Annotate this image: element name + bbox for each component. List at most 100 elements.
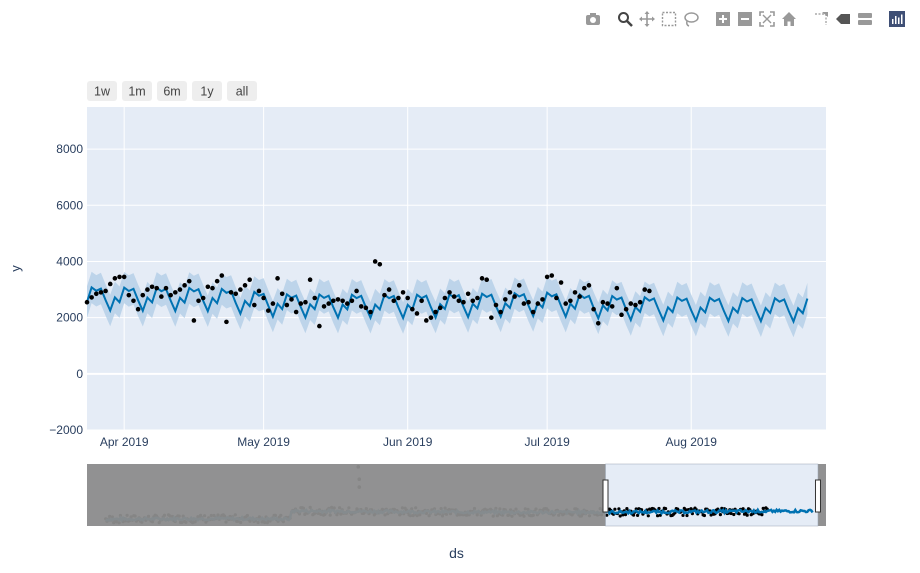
observed-point: [98, 290, 104, 295]
observed-point: [228, 290, 234, 295]
observed-point: [224, 319, 229, 325]
observed-point: [614, 285, 620, 291]
plotly-logo-button[interactable]: [888, 10, 906, 28]
observed-point: [89, 295, 94, 300]
reset-axes-button[interactable]: [780, 10, 798, 28]
overview-point: [625, 507, 629, 511]
lasso-select-button[interactable]: [682, 10, 700, 28]
range-button-1y[interactable]: 1y: [192, 81, 222, 101]
plot-area[interactable]: [87, 107, 826, 430]
observed-point: [521, 301, 527, 306]
observed-point: [279, 291, 285, 297]
observed-point: [484, 277, 490, 283]
hover-closest-icon: [836, 14, 850, 24]
zoom-button[interactable]: [616, 10, 634, 28]
range-button-label[interactable]: all: [236, 85, 249, 99]
observed-point: [205, 284, 211, 290]
observed-point: [396, 295, 401, 301]
reset-axes-icon: [782, 12, 796, 26]
observed-point: [173, 290, 178, 295]
box-select-button[interactable]: [660, 10, 678, 28]
observed-point: [326, 301, 331, 306]
observed-point: [238, 287, 243, 292]
overview-point: [741, 507, 745, 511]
overview-point: [732, 512, 736, 517]
observed-point: [391, 298, 397, 304]
observed-points: [84, 259, 652, 329]
observed-point: [126, 292, 132, 298]
hover-closest-button[interactable]: [834, 10, 852, 28]
overview-point: [623, 513, 628, 517]
observed-point: [507, 290, 513, 295]
range-button-bg[interactable]: [157, 81, 187, 101]
camera-icon: [586, 13, 600, 25]
range-button-label[interactable]: 1w: [94, 85, 111, 99]
observed-point: [595, 320, 601, 326]
range-slider-mask-right[interactable]: [817, 464, 826, 526]
observed-point: [600, 299, 606, 305]
range-button-bg[interactable]: [122, 81, 152, 101]
observed-point: [191, 318, 197, 323]
hover-compare-icon: [858, 13, 872, 25]
range-button-bg[interactable]: [87, 81, 117, 101]
observed-point: [270, 301, 276, 306]
observed-point: [289, 297, 294, 302]
camera-button[interactable]: [584, 10, 602, 28]
plotly-logo-icon: [889, 11, 905, 27]
observed-point: [368, 309, 373, 315]
x-tick-label: Apr 2019: [100, 435, 149, 449]
zoom-in-icon: [716, 12, 730, 26]
range-button-1w[interactable]: 1w: [87, 81, 117, 101]
observed-point: [331, 298, 336, 304]
zoom-icon: [618, 12, 633, 27]
observed-point: [642, 287, 648, 292]
spike-lines-button[interactable]: [812, 10, 830, 28]
overview-point: [745, 513, 749, 517]
overview-point: [605, 513, 609, 517]
observed-point: [377, 261, 383, 267]
range-button-bg[interactable]: [227, 81, 257, 101]
hover-compare-button[interactable]: [856, 10, 874, 28]
observed-point: [633, 302, 638, 308]
modebar-group: [584, 10, 602, 28]
observed-point: [242, 283, 248, 288]
range-slider-handle-left[interactable]: [602, 479, 609, 513]
range-button-label[interactable]: 1y: [200, 85, 214, 99]
overview-point: [685, 513, 689, 518]
observed-point: [275, 276, 280, 281]
overview-point: [657, 506, 661, 511]
y-tick-label: 4000: [56, 254, 83, 268]
forecast-line: [86, 285, 809, 325]
autoscale-button[interactable]: [758, 10, 776, 28]
zoom-in-button[interactable]: [714, 10, 732, 28]
range-slider[interactable]: [87, 463, 826, 527]
observed-point: [349, 298, 355, 304]
range-button-1m[interactable]: 1m: [122, 81, 152, 101]
x-tick-label: Aug 2019: [666, 435, 718, 449]
observed-point: [410, 306, 415, 312]
range-slider-handle-right[interactable]: [814, 479, 821, 513]
observed-point: [503, 297, 508, 302]
observed-point: [84, 299, 90, 305]
range-slider-mask-left[interactable]: [87, 464, 606, 526]
observed-point: [121, 274, 127, 280]
zoom-out-button[interactable]: [736, 10, 754, 28]
x-tick-labels: Apr 2019 May 2019 Jun 2019 Jul 2019 Aug 2019: [100, 435, 717, 449]
range-button-label[interactable]: 6m: [163, 85, 180, 99]
range-button-label[interactable]: 1m: [128, 85, 145, 99]
x-tick-label: May 2019: [237, 435, 290, 449]
observed-point: [516, 283, 522, 288]
range-button-6m[interactable]: 6m: [157, 81, 187, 101]
range-button-bg[interactable]: [192, 81, 222, 101]
observed-point: [107, 281, 113, 287]
x-axis-title: ds: [449, 545, 464, 561]
observed-point: [168, 292, 173, 298]
y-tick-label: −2000: [49, 423, 83, 437]
observed-point: [526, 299, 531, 305]
overview-point: [737, 512, 741, 516]
observed-point: [493, 302, 499, 308]
range-button-all[interactable]: all: [227, 81, 257, 101]
pan-button[interactable]: [638, 10, 656, 28]
overview-point: [618, 514, 622, 518]
